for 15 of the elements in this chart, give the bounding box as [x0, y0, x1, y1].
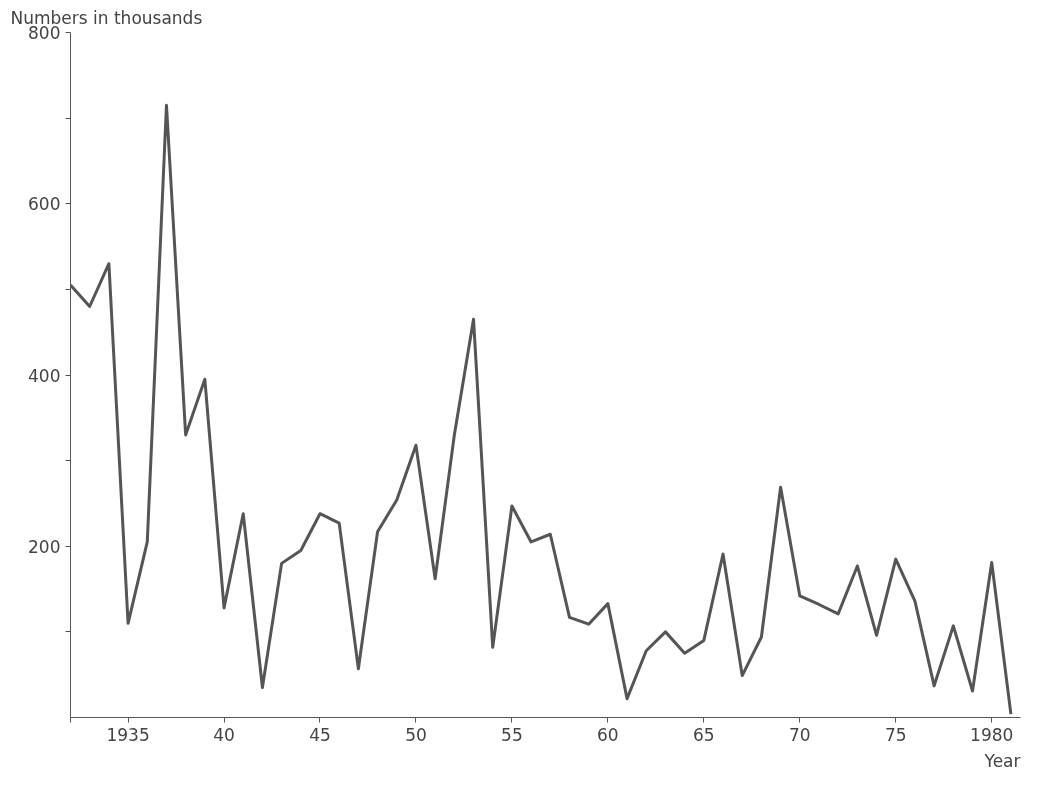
x-tick-label: 60	[597, 724, 619, 745]
x-tick-label: 70	[788, 724, 811, 745]
x-tick-label: 50	[405, 724, 427, 745]
y-tick-label: 800	[28, 23, 61, 43]
x-axis-title: Year	[983, 750, 1021, 771]
y-tick-label: 200	[28, 536, 61, 557]
x-tick-label: 65	[693, 724, 715, 745]
y-tick-label: 600	[28, 194, 61, 215]
x-tick-label: 55	[501, 724, 523, 745]
y-tick-label: 400	[28, 365, 61, 386]
x-tick-label: 45	[309, 724, 331, 745]
x-tick-label: 1935	[106, 724, 150, 745]
x-tick-label: 1980	[970, 724, 1014, 745]
x-tick-label: 40	[213, 724, 235, 745]
x-tick-label: 75	[884, 724, 907, 745]
